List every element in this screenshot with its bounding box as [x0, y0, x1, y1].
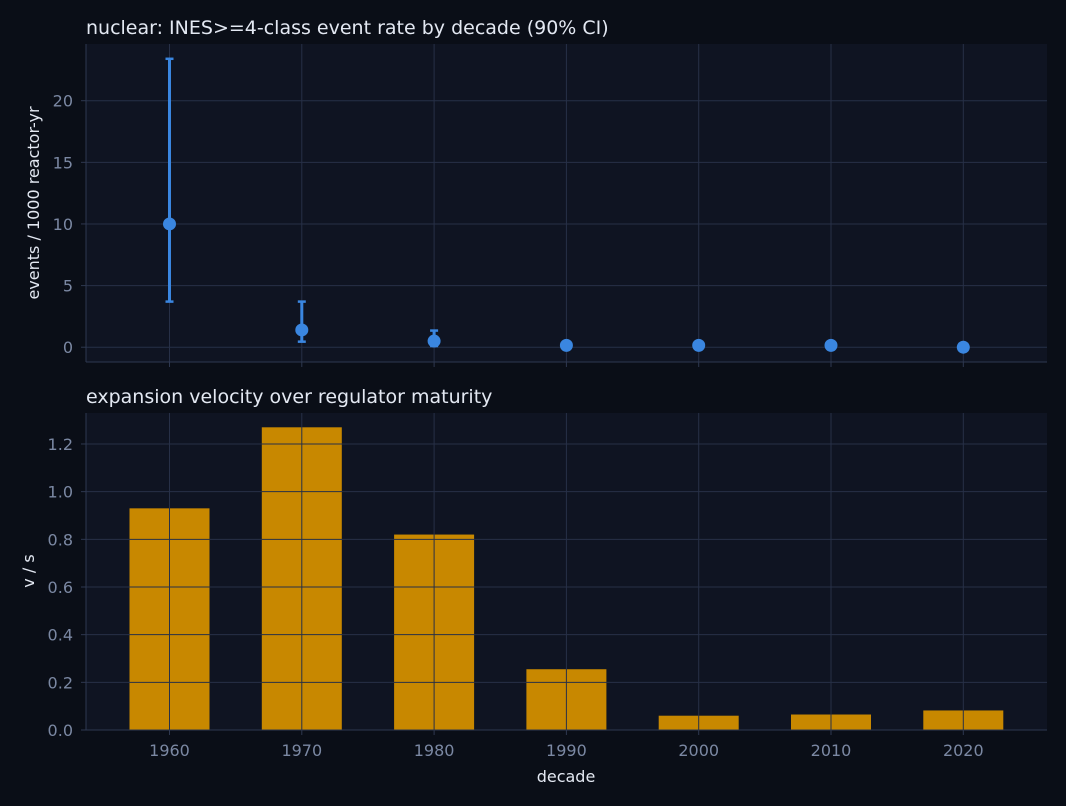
rate-point [956, 340, 970, 354]
velocity-panel: 0.0 0.2 0.4 0.6 0.8 1.0 1.2 1960 1970 1980 1990 200… [19, 386, 1047, 786]
rate-point [295, 323, 309, 337]
rate-y-tick-label: 0 [63, 338, 73, 357]
rate-y-axis-label: events / 1000 reactor-yr [24, 106, 43, 300]
rate-point [427, 334, 441, 348]
rate-y-tick-label: 10 [53, 215, 73, 234]
velocity-x-tick-label: 2000 [678, 741, 719, 760]
rate-chart-title: nuclear: INES>=4-class event rate by dec… [86, 17, 609, 39]
velocity-ticks: 0.0 0.2 0.4 0.6 0.8 1.0 1.2 1960 1970 1980 1990 200… [48, 413, 1047, 760]
rate-point [559, 338, 573, 352]
velocity-x-tick-label: 1980 [414, 741, 455, 760]
velocity-y-tick-label: 0.2 [48, 673, 73, 692]
rate-y-tick-label: 20 [53, 92, 73, 111]
velocity-x-tick-label: 1990 [546, 741, 587, 760]
velocity-x-tick-label: 2010 [811, 741, 852, 760]
rate-marks [163, 57, 970, 354]
velocity-x-axis-label: decade [537, 767, 596, 786]
velocity-y-tick-label: 1.0 [48, 483, 73, 502]
velocity-x-tick-label: 1970 [281, 741, 322, 760]
rate-ticks: 0 5 10 15 20 [53, 44, 1047, 367]
velocity-y-axis-label: v / s [19, 554, 38, 587]
velocity-y-tick-label: 1.2 [48, 435, 73, 454]
velocity-x-tick-label: 2020 [943, 741, 984, 760]
rate-point [163, 217, 176, 231]
rate-grid [86, 44, 1047, 362]
velocity-y-tick-label: 0.0 [48, 721, 73, 740]
velocity-chart-title: expansion velocity over regulator maturi… [86, 386, 492, 408]
rate-y-tick-label: 15 [53, 153, 73, 172]
rate-point [824, 338, 838, 352]
velocity-y-tick-label: 0.4 [48, 626, 73, 645]
rate-point [692, 338, 706, 352]
velocity-y-tick-label: 0.6 [48, 578, 73, 597]
velocity-y-tick-label: 0.8 [48, 530, 73, 549]
velocity-x-tick-label: 1960 [149, 741, 190, 760]
rate-y-tick-label: 5 [63, 277, 73, 296]
rate-panel: 0 5 10 15 20 nuclear: INES>=4-class event ra… [24, 17, 1047, 367]
